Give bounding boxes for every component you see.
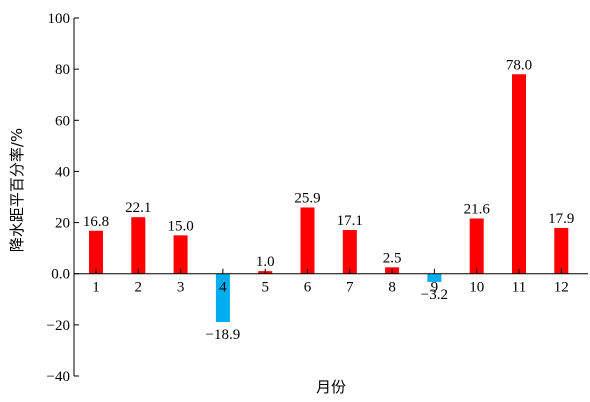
- bar-10: [469, 218, 484, 274]
- bar-4: [215, 273, 230, 323]
- bars: [89, 74, 569, 323]
- bar-3: [173, 235, 188, 274]
- x-tick-label: 9: [431, 280, 439, 296]
- value-label-5: 1.0: [256, 254, 275, 270]
- value-label-9: −3.2: [421, 287, 448, 303]
- y-tick-label: 0.0: [51, 267, 70, 283]
- y-tick-label: 80: [55, 62, 70, 78]
- y-tick-label: 20: [55, 216, 70, 232]
- bar-1: [89, 230, 103, 274]
- x-axis-ticks: 1 2 3 4 5 6 7 8 9 10 11 12: [92, 268, 569, 296]
- x-tick-label: 2: [135, 280, 143, 296]
- value-label-10: 21.6: [464, 201, 491, 217]
- y-axis-ticks: 100 80 60 40 20 0.0 −20 −40: [47, 11, 79, 385]
- bar-12: [554, 227, 569, 274]
- value-label-8: 2.5: [383, 250, 402, 266]
- value-label-7: 17.1: [337, 213, 363, 229]
- x-tick-label: 12: [554, 280, 569, 296]
- x-tick-label: 4: [219, 280, 227, 296]
- value-label-6: 25.9: [294, 190, 320, 206]
- x-tick-label: 3: [177, 280, 185, 296]
- y-tick-label: 60: [55, 113, 70, 129]
- value-label-11: 78.0: [506, 57, 532, 73]
- bar-7: [342, 229, 357, 274]
- y-axis-title: 降水距平百分率/%: [8, 128, 26, 252]
- x-tick-label: 1: [92, 280, 100, 296]
- x-axis-title: 月份: [316, 378, 346, 396]
- value-labels: 16.8 22.1 15.0 −18.9 1.0 25.9 17.1 2.5 −3.2 21.6 7…: [83, 57, 575, 343]
- value-label-12: 17.9: [548, 211, 574, 227]
- y-tick-label: 100: [48, 11, 71, 27]
- x-tick-label: 7: [346, 280, 354, 296]
- x-tick-label: 11: [512, 280, 526, 296]
- value-label-1: 16.8: [83, 214, 109, 230]
- bar-9: [427, 273, 442, 282]
- value-label-3: 15.0: [167, 218, 193, 234]
- y-tick-label: −20: [47, 318, 70, 334]
- y-tick-label: 40: [55, 164, 70, 180]
- value-label-4: −18.9: [206, 327, 241, 343]
- x-tick-label: 8: [388, 280, 396, 296]
- x-tick-label: 10: [469, 280, 484, 296]
- bar-6: [300, 207, 315, 274]
- bar-2: [131, 217, 146, 274]
- x-tick-label: 5: [261, 280, 269, 296]
- bar-11: [512, 74, 526, 274]
- value-label-2: 22.1: [125, 200, 151, 216]
- y-tick-label: −40: [47, 369, 70, 385]
- x-tick-label: 6: [304, 280, 312, 296]
